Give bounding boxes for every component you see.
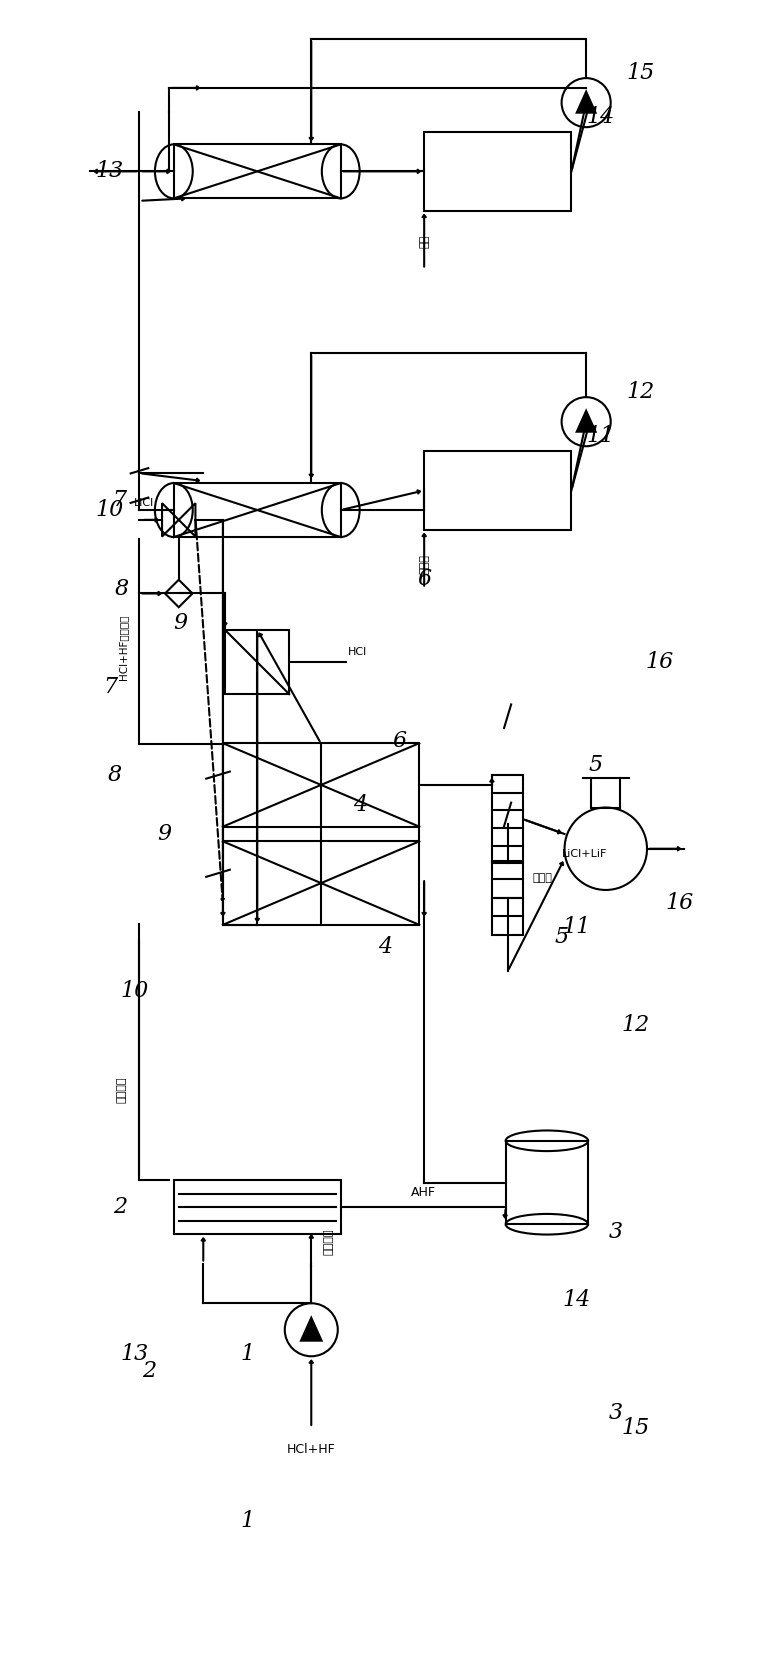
Text: 冷冻回液: 冷冻回液 <box>117 1077 127 1103</box>
Bar <box>174 144 341 199</box>
Text: 液碱: 液碱 <box>419 235 429 249</box>
Bar <box>492 774 523 863</box>
Text: 14: 14 <box>562 1290 591 1312</box>
Bar <box>225 631 289 694</box>
Polygon shape <box>575 88 597 113</box>
Text: 2: 2 <box>113 1197 127 1218</box>
Text: 4: 4 <box>378 936 392 958</box>
Text: 12: 12 <box>621 1015 650 1036</box>
Bar <box>174 1180 341 1233</box>
Bar <box>424 451 572 529</box>
Text: 16: 16 <box>666 891 694 913</box>
Bar <box>223 841 419 925</box>
Text: 11: 11 <box>587 426 615 447</box>
Bar <box>424 132 572 210</box>
Text: 6: 6 <box>392 729 407 751</box>
Text: 氢氟酸: 氢氟酸 <box>532 873 552 883</box>
Text: 9: 9 <box>174 613 187 634</box>
Text: 8: 8 <box>115 577 129 599</box>
Text: 2: 2 <box>142 1360 156 1382</box>
Text: LiCl: LiCl <box>134 497 154 507</box>
Text: 16: 16 <box>646 651 674 673</box>
Text: 7: 7 <box>113 489 127 511</box>
Text: 14: 14 <box>587 107 615 129</box>
Bar <box>505 1142 588 1225</box>
Text: HCl+HF: HCl+HF <box>287 1442 335 1455</box>
Text: 15: 15 <box>626 62 654 83</box>
Text: 4: 4 <box>353 793 367 816</box>
Text: 10: 10 <box>121 980 149 1001</box>
Text: 脱盐水: 脱盐水 <box>419 554 429 574</box>
Text: 13: 13 <box>96 160 124 182</box>
Text: 3: 3 <box>609 1220 622 1243</box>
Text: LiCl+LiF: LiCl+LiF <box>562 850 607 860</box>
Text: HCl+HF（微量）: HCl+HF（微量） <box>118 614 128 681</box>
Bar <box>174 482 341 537</box>
Text: 15: 15 <box>621 1417 650 1439</box>
Text: 9: 9 <box>157 823 171 845</box>
Text: 1: 1 <box>241 1510 254 1532</box>
Text: 5: 5 <box>555 926 568 948</box>
Polygon shape <box>299 1315 323 1342</box>
Text: 6: 6 <box>417 567 431 589</box>
Text: HCl: HCl <box>348 648 367 658</box>
Text: 5: 5 <box>589 754 603 776</box>
Text: 10: 10 <box>96 499 124 521</box>
Text: 7: 7 <box>103 676 117 698</box>
Bar <box>492 861 523 935</box>
Text: 3: 3 <box>609 1402 622 1424</box>
Text: 11: 11 <box>562 916 591 938</box>
Bar <box>223 743 419 826</box>
Text: 8: 8 <box>108 764 122 786</box>
Polygon shape <box>575 409 597 432</box>
Text: AHF: AHF <box>411 1187 436 1200</box>
Text: 1: 1 <box>241 1344 254 1365</box>
Text: 12: 12 <box>626 381 654 404</box>
Text: 13: 13 <box>121 1344 149 1365</box>
Text: 冷冻上液: 冷冻上液 <box>323 1228 333 1255</box>
